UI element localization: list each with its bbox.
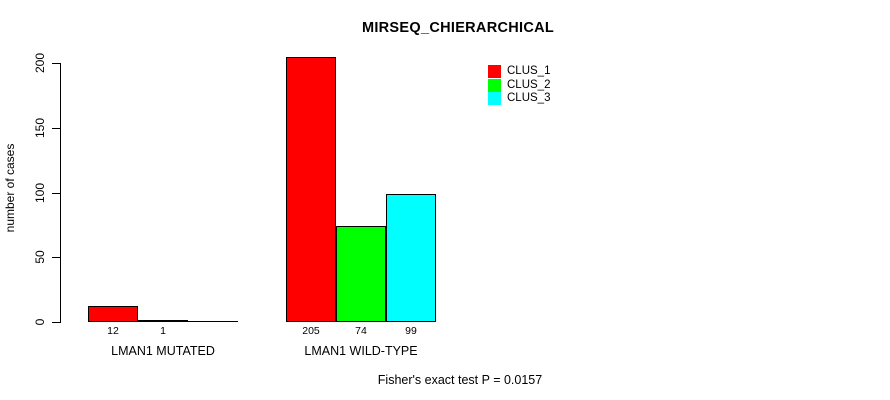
y-tick: [52, 193, 60, 194]
x-group-label: LMAN1 WILD-TYPE: [304, 344, 418, 358]
bar-clus_3-group1: [188, 321, 238, 322]
y-axis-label: number of cases: [3, 143, 17, 233]
legend-item: CLUS_3: [488, 92, 550, 106]
bar-value-label: 205: [302, 325, 320, 337]
legend-swatch-clus_2: [488, 78, 501, 92]
legend: CLUS_1 CLUS_2 CLUS_3: [488, 65, 550, 106]
y-tick-label: 100: [33, 182, 47, 204]
y-tick-label: 200: [33, 52, 47, 74]
y-tick-label: 0: [33, 318, 47, 326]
chart-title: MIRSEQ_CHIERARCHICAL: [361, 20, 555, 36]
y-tick: [52, 257, 60, 258]
y-tick-label: 50: [33, 250, 47, 264]
legend-swatch-clus_3: [488, 92, 501, 106]
y-tick: [52, 322, 60, 323]
bar-value-label: 1: [160, 325, 166, 337]
y-axis-line: [60, 63, 61, 323]
y-tick-label: 150: [33, 117, 47, 139]
bar-clus_2-group1: [138, 320, 188, 322]
legend-item: CLUS_1: [488, 65, 550, 79]
bar-clus_2-group2: [336, 226, 386, 322]
x-group-label: LMAN1 MUTATED: [111, 344, 215, 358]
bar-clus_1-group1: [88, 306, 138, 322]
legend-label: CLUS_2: [507, 78, 551, 91]
legend-swatch-clus_1: [488, 65, 501, 79]
y-tick: [52, 63, 60, 64]
y-tick: [52, 128, 60, 129]
legend-label: CLUS_1: [507, 65, 551, 78]
legend-item: CLUS_2: [488, 78, 551, 93]
legend-label: CLUS_3: [507, 92, 551, 105]
annotation-text: Fisher's exact test P = 0.0157: [377, 373, 543, 387]
bar-value-label: 99: [405, 325, 417, 337]
bar-value-label: 12: [107, 325, 119, 337]
bar-clus_3-group2: [386, 194, 436, 322]
bar-value-label: 74: [355, 325, 367, 337]
bar-clus_1-group2: [286, 57, 336, 322]
